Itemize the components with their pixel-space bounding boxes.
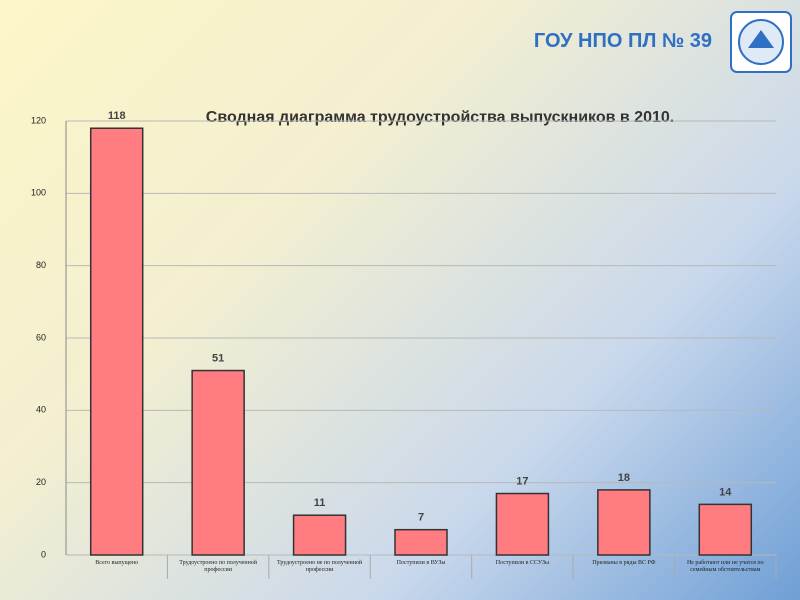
y-tick-label: 60 [36,332,46,342]
data-label: 18 [618,472,630,484]
y-tick-label: 20 [36,477,46,487]
y-tick-label: 80 [36,260,46,270]
chart-title: Сводная диаграмма трудоустройства выпуск… [206,109,674,126]
bar [394,528,448,556]
data-label: 7 [418,512,424,524]
y-tick-label: 100 [31,188,46,198]
x-tick-label: Призваны в ряды ВС РФ [592,560,656,566]
x-tick-label: Трудоустроено не по полученной профессии [276,560,363,573]
x-tick-label: Трудоустроено по полученной профессии [179,560,258,573]
bar [292,514,347,556]
x-tick-label: Поступили в ВУЗы [396,560,446,566]
data-label: 14 [719,486,732,498]
y-tick-label: 40 [36,405,46,415]
data-label: 11 [314,497,326,509]
bar [89,127,144,556]
y-tick-label: 120 [31,115,46,125]
bar [698,503,753,556]
data-label: 118 [108,110,126,122]
x-tick-label: Всего выпущено [95,560,139,566]
data-label: 17 [516,475,528,487]
x-tick-label: Поступили в ССУЗы [495,560,550,566]
x-tick-label: Не работают или не учатся по семейным об… [686,560,764,573]
data-label: 51 [212,352,224,364]
logo [730,11,792,73]
header-title: ГОУ НПО ПЛ № 39 [533,30,712,52]
bar [597,489,651,556]
bar [495,492,550,556]
y-tick-label: 0 [41,549,46,559]
bar [191,369,245,556]
